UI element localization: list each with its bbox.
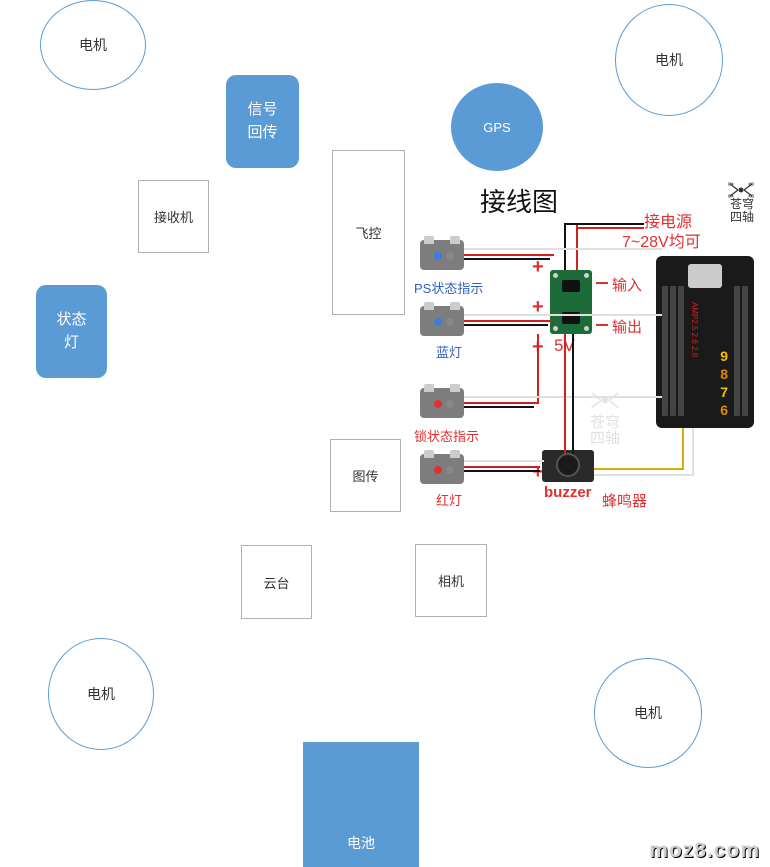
gps-node: GPS — [451, 83, 543, 171]
fc-num-8: 8 — [720, 366, 728, 382]
inner-wm-icon — [588, 388, 622, 410]
motor-bottom-left: 电机 — [48, 638, 154, 750]
status-label-2: 灯 — [64, 332, 79, 355]
red-led-label: 红灯 — [436, 490, 462, 509]
signal-label-1: 信号 — [247, 99, 277, 122]
status-light-node: 状态 灯 — [36, 285, 107, 378]
input-label: 输入 — [612, 274, 642, 295]
wire-esc4-r — [464, 466, 540, 468]
motor-bl-label: 电机 — [87, 684, 115, 704]
esc-3 — [420, 388, 464, 418]
wire-pwr-top — [564, 223, 644, 225]
wire-esc1-r — [464, 254, 554, 256]
wire-buz-yv — [682, 428, 684, 470]
site-watermark: moz8.com — [649, 839, 760, 863]
wiring-diagram-panel: 接线图 苍穹 四轴 接电源 7~28V均可 — [414, 178, 762, 524]
esc-2 — [420, 306, 464, 336]
wire-sig1 — [464, 248, 662, 250]
plus-2: + — [532, 296, 544, 319]
motor-tr-label: 电机 — [655, 50, 683, 70]
output-dash — [596, 324, 608, 326]
video-tx-node: 图传 — [330, 439, 401, 512]
camera-label: 相机 — [438, 571, 464, 590]
logo-drone-icon — [728, 180, 754, 198]
buzzer-en-label: buzzer — [544, 484, 592, 501]
wire-pwr-red — [576, 224, 578, 270]
wiring-title: 接线图 — [480, 182, 558, 219]
wire-esc3-rv — [537, 334, 539, 404]
inner-wm-top: 苍穹 — [588, 415, 622, 432]
buzzer-board — [542, 450, 594, 482]
wire-buz-y — [594, 468, 684, 470]
gimbal-node: 云台 — [241, 545, 312, 619]
wire-buz-wv — [692, 428, 694, 476]
receiver-node: 接收机 — [138, 180, 209, 253]
blue-led-label: 蓝灯 — [436, 342, 462, 361]
power-board — [550, 270, 592, 334]
logo-text-bottom: 四轴 — [728, 211, 754, 224]
input-dash — [596, 282, 608, 284]
wire-esc2-r — [464, 320, 552, 322]
camera-node: 相机 — [415, 544, 487, 617]
fc-board: AMP2.5 2.6 2.8 9 8 7 6 — [656, 256, 754, 428]
wire-sig4 — [464, 460, 544, 462]
wire-esc3-r — [464, 402, 538, 404]
wire-pwr-top-r — [576, 227, 644, 229]
battery-node: 电池 — [303, 742, 419, 867]
motor-br-label: 电机 — [634, 703, 662, 723]
output-label: 输出 — [612, 316, 642, 337]
gps-label: GPS — [483, 120, 510, 135]
signal-label-2: 回传 — [247, 122, 277, 145]
fc-label: 飞控 — [355, 223, 381, 242]
wire-esc4-b — [464, 470, 540, 472]
wire-sig3 — [464, 396, 662, 398]
wire-5v-r — [564, 334, 566, 454]
buzzer-cn-label: 蜂鸣器 — [602, 490, 647, 511]
wire-esc1-b — [464, 258, 550, 260]
wiring-logo: 苍穹 四轴 — [728, 180, 754, 224]
battery-label: 电池 — [347, 833, 375, 853]
fc-num-7: 7 — [720, 384, 728, 400]
lock-status-label: 锁状态指示 — [414, 426, 479, 445]
gimbal-label: 云台 — [263, 573, 289, 592]
gps-status-label: PS状态指示 — [414, 278, 483, 297]
motor-tl-label: 电机 — [79, 35, 107, 55]
flight-controller-node: 飞控 — [332, 150, 405, 315]
motor-top-left: 电机 — [40, 0, 146, 90]
motor-top-right: 电机 — [615, 4, 723, 116]
vtx-label: 图传 — [352, 466, 378, 485]
wire-buz-w — [594, 474, 694, 476]
wire-pwr-black — [564, 224, 566, 270]
status-label-1: 状态 — [56, 309, 86, 332]
fc-num-9: 9 — [720, 348, 728, 364]
motor-bottom-right: 电机 — [594, 658, 702, 768]
fc-num-6: 6 — [720, 402, 728, 418]
signal-return-node: 信号 回传 — [226, 75, 299, 168]
wire-esc3-b — [464, 406, 534, 408]
diagram-canvas: 电机 电机 电机 电机 GPS 信号 回传 状态 灯 接收机 飞控 图传 云台 … — [0, 0, 770, 867]
wire-esc2-b — [464, 324, 548, 326]
esc-4 — [420, 454, 464, 484]
wire-5v-b — [572, 334, 574, 454]
receiver-label: 接收机 — [154, 207, 193, 226]
inner-wm-bottom: 四轴 — [588, 431, 622, 448]
wire-sig2 — [464, 314, 662, 316]
esc-1 — [420, 240, 464, 270]
